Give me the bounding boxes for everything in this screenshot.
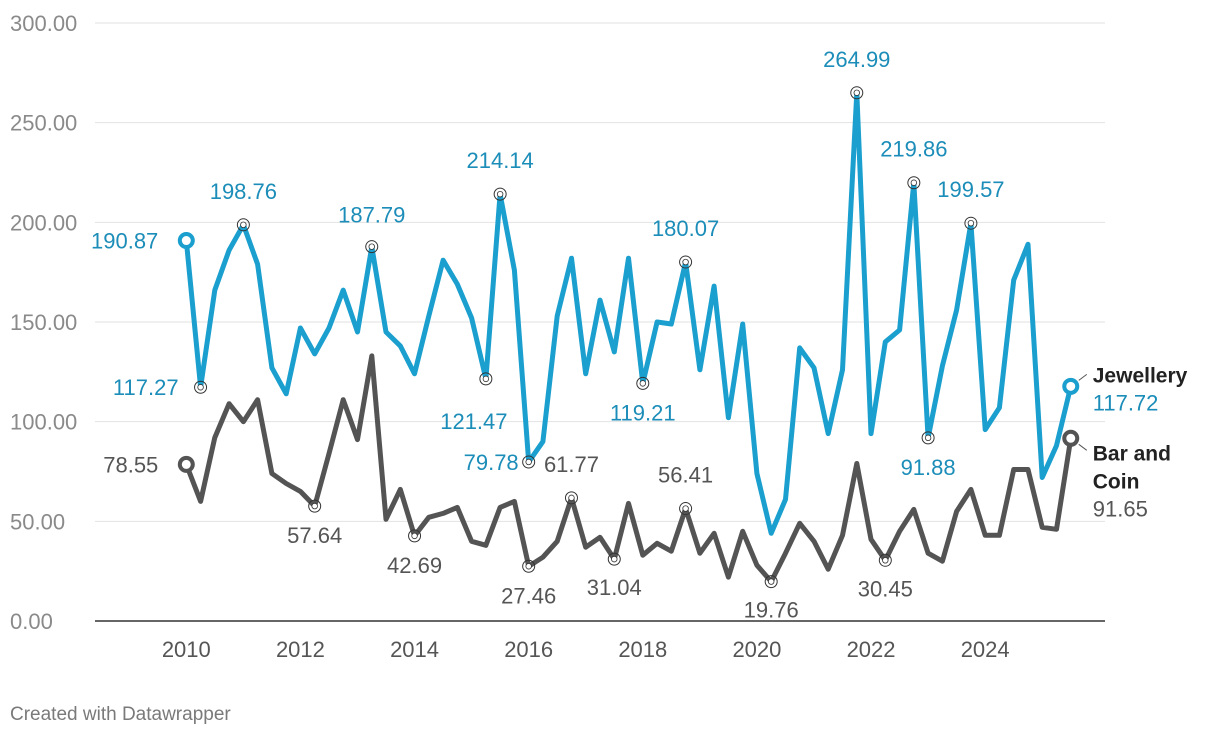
data-point-marker (177, 232, 195, 250)
data-point-marker (921, 431, 935, 445)
data-label: 219.86 (880, 137, 947, 162)
data-point-marker-inner (767, 578, 775, 585)
data-label: 56.41 (658, 463, 713, 488)
data-label: 30.45 (858, 576, 913, 601)
x-tick-label: 2022 (847, 637, 896, 662)
data-point-marker-inner (967, 219, 975, 227)
data-label: 187.79 (338, 203, 405, 228)
data-point-marker-inner (682, 258, 689, 266)
data-point-marker-inner (568, 494, 575, 502)
data-point-marker (308, 499, 322, 513)
data-label: 42.69 (387, 553, 442, 578)
data-label: 180.07 (652, 216, 719, 241)
data-point-marker (679, 255, 693, 269)
footer-credit: Created with Datawrapper (10, 704, 231, 725)
y-tick-label: 300.00 (10, 11, 77, 36)
data-point-marker-inner (411, 532, 418, 540)
data-point-marker-inner (482, 375, 490, 383)
data-point-marker-inner (639, 380, 646, 387)
data-point-marker (1062, 377, 1080, 395)
y-tick-label: 200.00 (10, 210, 77, 235)
data-point-marker-inner (924, 434, 932, 442)
data-point-marker (850, 86, 864, 100)
data-point-marker (636, 376, 650, 390)
y-tick-label: 150.00 (10, 310, 77, 335)
data-point-marker (1062, 429, 1080, 447)
end-label-connector (1078, 373, 1088, 381)
data-point-marker (365, 240, 379, 254)
data-point-marker-inner (682, 505, 689, 512)
data-point-marker-inner (525, 563, 532, 570)
data-point-marker (522, 559, 536, 573)
y-tick-label: 100.00 (10, 410, 77, 435)
data-point-marker-inner (368, 243, 375, 250)
data-point-marker (236, 218, 250, 232)
series-name-bar-and-coin: Bar and (1093, 442, 1171, 465)
x-tick-label: 2020 (732, 637, 781, 662)
data-label: 121.47 (440, 409, 507, 434)
end-label-connector (1078, 443, 1088, 451)
data-point-marker (679, 502, 693, 516)
series-line-jewellery (183, 90, 1074, 536)
data-point-marker (607, 552, 621, 566)
y-tick-label: 50.00 (10, 509, 65, 534)
data-point-marker-inner (197, 384, 204, 391)
data-label: 79.78 (464, 450, 519, 475)
data-point-marker-inner (311, 502, 318, 510)
data-point-marker (964, 216, 978, 230)
y-tick-label: 0.00 (10, 609, 53, 634)
data-point-marker (493, 187, 507, 201)
data-label: 117.27 (113, 375, 179, 400)
data-label: 91.88 (901, 455, 956, 480)
data-point-marker-inner (525, 458, 532, 466)
data-label: 91.65 (1093, 496, 1148, 521)
data-point-marker (522, 455, 536, 469)
data-point-marker (408, 529, 422, 543)
y-tick-label: 250.00 (10, 111, 77, 136)
x-tick-label: 2018 (618, 637, 667, 662)
series-name-bar-and-coin: Coin (1093, 470, 1140, 493)
data-point-marker (764, 575, 778, 589)
data-label: 190.87 (91, 229, 158, 254)
line-chart: 0.00 50.00 100.00 150.00 200.00 250.00 300.00 2… (10, 11, 1188, 662)
x-tick-label: 2012 (276, 637, 325, 662)
data-point-marker (177, 455, 195, 473)
data-point-marker (564, 491, 578, 505)
series-line-bar-and-coin (183, 353, 1074, 585)
x-tick-label: 2014 (390, 637, 439, 662)
data-point-marker (878, 553, 892, 567)
data-label: 78.55 (103, 452, 158, 477)
x-tick-label: 2010 (162, 637, 211, 662)
data-label: 117.72 (1093, 390, 1159, 415)
data-label: 19.76 (744, 598, 799, 623)
data-label: 198.76 (210, 179, 277, 204)
data-label: 57.64 (287, 523, 342, 548)
data-label: 264.99 (823, 47, 890, 72)
data-label: 199.57 (937, 177, 1004, 202)
data-point-marker-inner (853, 89, 860, 96)
data-point-marker-inner (496, 190, 504, 198)
data-label: 214.14 (466, 148, 533, 173)
series-name-jewellery: Jewellery (1093, 364, 1188, 387)
data-point-marker (479, 372, 493, 386)
x-tick-label: 2016 (504, 637, 553, 662)
data-point-marker-inner (240, 221, 247, 229)
data-label: 27.46 (501, 583, 556, 608)
data-point-marker (907, 176, 921, 190)
data-label: 31.04 (587, 575, 642, 600)
data-point-marker-inner (611, 555, 618, 563)
x-tick-label: 2024 (961, 637, 1010, 662)
data-point-marker-inner (910, 179, 918, 186)
data-point-marker-inner (882, 557, 889, 564)
data-label: 61.77 (544, 452, 599, 477)
data-point-marker (194, 380, 208, 394)
data-label: 119.21 (610, 400, 676, 425)
